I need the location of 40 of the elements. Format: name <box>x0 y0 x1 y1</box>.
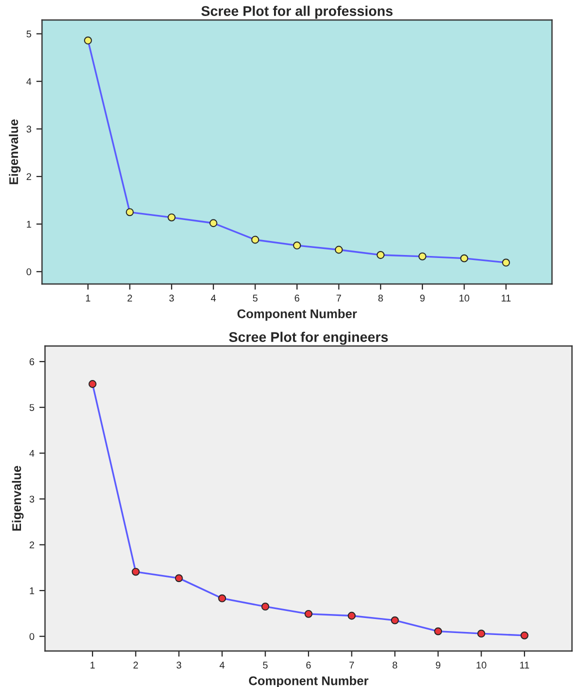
x-tick-label: 1 <box>86 294 90 302</box>
y-tick-label: 1 <box>26 220 32 228</box>
y-tick-label: 5 <box>30 404 34 411</box>
x-axis-title: Component Number <box>237 309 357 321</box>
y-axis-title: Eigenvalue <box>8 119 21 184</box>
y-tick-label: 2 <box>30 541 34 548</box>
x-tick-label: 10 <box>460 294 470 302</box>
x-tick-label: 11 <box>520 662 530 668</box>
x-tick-label: 11 <box>502 294 511 302</box>
y-tick-label: 4 <box>26 78 32 85</box>
chart-title: Scree Plot for engineers <box>229 332 388 345</box>
x-tick-label: 10 <box>476 662 486 669</box>
y-tick-label: 4 <box>29 450 34 457</box>
x-tick-label: 1 <box>90 662 95 668</box>
y-tick-label: 2 <box>26 173 32 180</box>
x-tick-label: 3 <box>169 294 174 302</box>
x-tick-label: 6 <box>294 294 300 302</box>
y-axis-title: Eigenvalue <box>12 466 24 531</box>
y-tick-label: 1 <box>30 587 34 594</box>
x-tick-label: 8 <box>392 662 398 669</box>
x-tick-label: 3 <box>176 662 182 669</box>
x-tick-label: 8 <box>378 294 383 302</box>
x-tick-label: 6 <box>306 662 311 669</box>
chart-title: Scree Plot for all professions <box>201 6 393 19</box>
y-tick-label: 0 <box>26 268 32 276</box>
y-tick-label: 3 <box>26 126 32 133</box>
y-tick-label: 0 <box>30 633 34 640</box>
x-tick-label: 2 <box>134 662 138 668</box>
x-tick-label: 7 <box>349 662 354 668</box>
x-tick-label: 4 <box>220 662 225 668</box>
x-tick-label: 2 <box>128 294 132 302</box>
y-tick-label: 5 <box>26 30 32 38</box>
x-tick-label: 9 <box>420 294 425 302</box>
x-tick-label: 9 <box>436 662 440 669</box>
x-tick-label: 4 <box>210 294 216 302</box>
x-tick-label: 5 <box>252 294 258 302</box>
x-tick-label: 5 <box>262 662 268 669</box>
x-tick-label: 7 <box>336 294 342 302</box>
y-tick-label: 6 <box>30 358 34 366</box>
y-tick-label: 3 <box>30 496 34 503</box>
